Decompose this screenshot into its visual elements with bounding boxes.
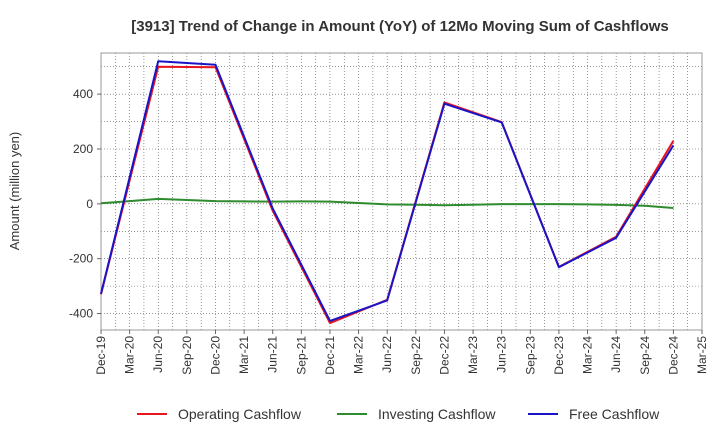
y-axis-label: Amount (million yen) — [7, 132, 22, 251]
x-tick-label: Mar-25 — [695, 336, 709, 374]
x-tick-label: Jun-24 — [609, 336, 623, 373]
legend-label-investing-cashflow: Investing Cashflow — [378, 406, 496, 422]
x-tick-label: Sep-20 — [180, 336, 194, 375]
y-tick-label: -200 — [69, 252, 93, 266]
x-tick-label: Dec-21 — [323, 336, 337, 375]
x-tick-label: Jun-22 — [380, 336, 394, 373]
chart-title: [3913] Trend of Change in Amount (YoY) o… — [131, 18, 669, 35]
y-tick-labels: -400 -200 0 200 400 — [69, 87, 101, 321]
x-tick-label: Sep-23 — [523, 336, 537, 375]
x-tick-labels: Dec-19 Mar-20 Jun-20 Sep-20 Dec-20 Mar-21 Jun-… — [94, 330, 709, 375]
x-tick-label: Dec-19 — [94, 336, 108, 375]
y-tick-label: 0 — [86, 197, 93, 211]
y-tick-label: 200 — [73, 142, 93, 156]
y-tick-label: 400 — [73, 87, 93, 101]
legend: Operating Cashflow Investing Cashflow Free… — [137, 406, 660, 422]
x-tick-label: Jun-21 — [266, 336, 280, 373]
x-tick-label: Mar-24 — [581, 336, 595, 374]
x-tick-label: Dec-20 — [208, 336, 222, 375]
x-tick-label: Mar-20 — [123, 336, 137, 374]
legend-label-free-cashflow: Free Cashflow — [569, 406, 660, 422]
x-tick-label: Sep-24 — [638, 336, 652, 375]
x-tick-label: Mar-23 — [466, 336, 480, 374]
plot-area-frame — [100, 52, 703, 331]
x-tick-label: Mar-22 — [352, 336, 366, 374]
x-tick-label: Dec-22 — [437, 336, 451, 375]
x-tick-label: Dec-24 — [666, 336, 680, 375]
x-tick-label: Sep-22 — [409, 336, 423, 375]
series-lines — [100, 60, 675, 325]
y-tick-label: -400 — [69, 307, 93, 321]
x-tick-label: Mar-21 — [237, 336, 251, 374]
x-tick-label: Jun-23 — [495, 336, 509, 373]
x-tick-label: Sep-21 — [294, 336, 308, 375]
x-tick-label: Jun-20 — [151, 336, 165, 373]
x-tick-label: Dec-23 — [552, 336, 566, 375]
grid-lines — [101, 53, 702, 330]
legend-label-operating-cashflow: Operating Cashflow — [178, 406, 302, 422]
